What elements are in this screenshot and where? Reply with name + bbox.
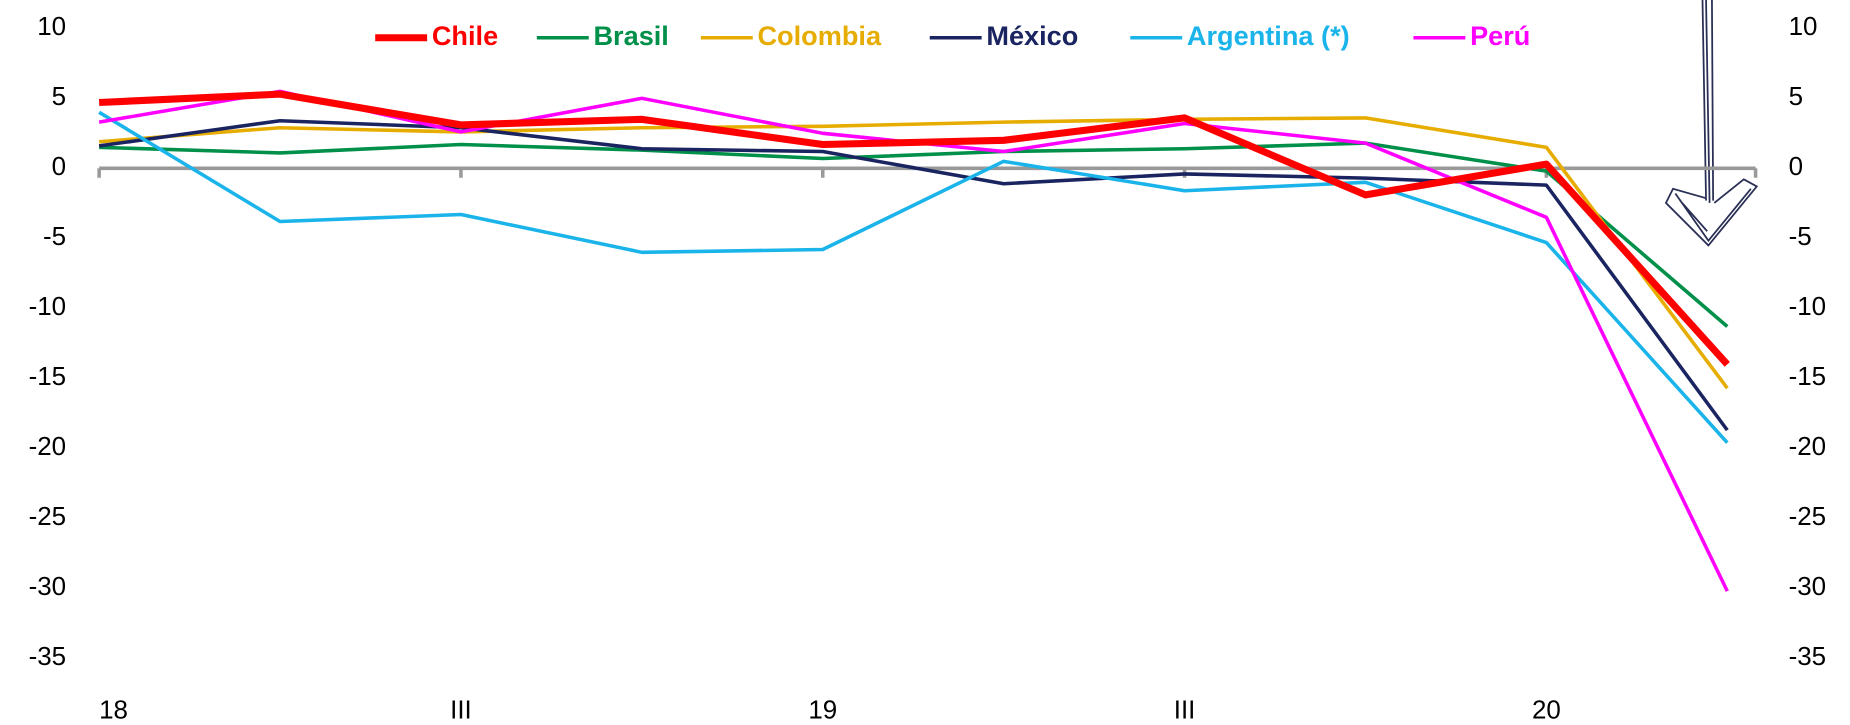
y-tick-label: -5 (43, 223, 66, 251)
arrow-decoration (1664, 0, 1759, 247)
y2-tick-label: -5 (1789, 223, 1812, 251)
y-tick-label: -35 (29, 643, 67, 671)
x-tick-label: 20 (1532, 696, 1561, 724)
legend-label: México (986, 20, 1078, 51)
y2-tick-label: -20 (1789, 433, 1827, 461)
y-tick-label: -25 (29, 503, 67, 531)
series-line (98, 110, 1729, 444)
y-tick-label: -20 (29, 433, 67, 461)
y2-tick-label: -10 (1789, 293, 1827, 321)
y-tick-label: -10 (29, 293, 67, 321)
y2-tick-label: -30 (1789, 573, 1827, 601)
series-line (99, 141, 1729, 328)
legend-label: Colombia (757, 20, 881, 51)
x-tick-label: 19 (808, 696, 837, 724)
y2-tick-label: 0 (1789, 153, 1803, 181)
legend-label: Brasil (593, 20, 668, 51)
y-tick-label: -15 (29, 363, 67, 391)
y2-tick-label: -35 (1789, 643, 1827, 671)
x-tick-label: III (1174, 696, 1196, 724)
series-line (98, 116, 1729, 390)
y-tick-label: -30 (29, 573, 67, 601)
series-line (98, 90, 1730, 367)
legend-label: Perú (1470, 20, 1530, 51)
y-tick-label: 10 (37, 13, 66, 41)
legend-label: Argentina (*) (1187, 20, 1350, 51)
legend-label: Chile (432, 20, 498, 51)
y2-tick-label: -25 (1789, 503, 1827, 531)
y2-tick-label: 5 (1789, 83, 1803, 111)
y2-tick-label: 10 (1789, 13, 1818, 41)
x-tick-label: III (450, 696, 472, 724)
x-tick-label: 18 (99, 696, 128, 724)
y2-tick-label: -15 (1789, 363, 1827, 391)
y-tick-label: 0 (52, 153, 66, 181)
y-tick-label: 5 (52, 83, 66, 111)
